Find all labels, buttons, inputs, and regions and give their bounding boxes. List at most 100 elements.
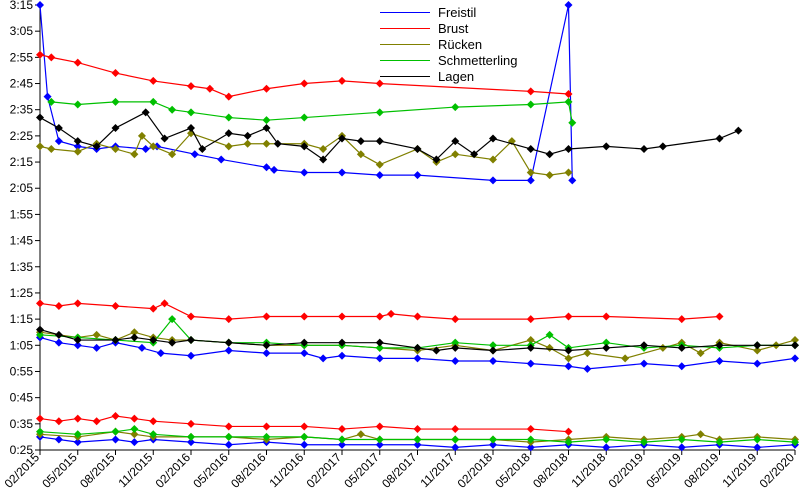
series-marker bbox=[187, 313, 195, 321]
series-marker bbox=[112, 98, 120, 106]
series-marker bbox=[130, 150, 138, 158]
series-marker bbox=[187, 352, 195, 360]
series-marker bbox=[338, 77, 346, 85]
series-marker bbox=[263, 163, 271, 171]
legend: FreistilBrustRückenSchmetterlingLagen bbox=[380, 4, 517, 84]
series-marker bbox=[187, 433, 195, 441]
series-marker bbox=[263, 124, 271, 132]
series-marker bbox=[565, 169, 573, 177]
series-marker bbox=[527, 100, 535, 108]
series-marker bbox=[489, 347, 497, 355]
series-marker bbox=[149, 98, 157, 106]
x-tick-label: 05/2018 bbox=[492, 450, 533, 491]
series-marker bbox=[138, 344, 146, 352]
y-tick-label: 2:15 bbox=[10, 155, 34, 169]
legend-item: Schmetterling bbox=[380, 52, 517, 68]
series-marker bbox=[640, 145, 648, 153]
series-marker bbox=[300, 433, 308, 441]
series-marker bbox=[414, 145, 422, 153]
series-marker bbox=[300, 169, 308, 177]
series-marker bbox=[300, 114, 308, 122]
series-marker bbox=[387, 310, 395, 318]
series-marker bbox=[527, 360, 535, 368]
series-marker bbox=[36, 299, 44, 307]
x-tick-label: 08/2016 bbox=[228, 450, 269, 491]
series-marker bbox=[274, 140, 282, 148]
series-marker bbox=[489, 357, 497, 365]
series-marker bbox=[565, 90, 573, 98]
series-marker bbox=[376, 339, 384, 347]
series-marker bbox=[263, 349, 271, 357]
series-marker bbox=[157, 349, 165, 357]
series-marker bbox=[697, 430, 705, 438]
legend-label: Rücken bbox=[438, 37, 482, 52]
series-marker bbox=[716, 135, 724, 143]
series-marker bbox=[263, 313, 271, 321]
series-marker bbox=[300, 313, 308, 321]
series-marker bbox=[36, 142, 44, 150]
series-marker bbox=[74, 137, 82, 145]
x-tick-label: 05/2017 bbox=[341, 450, 382, 491]
x-tick-label: 11/2019 bbox=[719, 450, 759, 490]
series-marker bbox=[414, 171, 422, 179]
series-marker bbox=[376, 161, 384, 169]
series-marker bbox=[791, 354, 799, 362]
series-marker bbox=[300, 80, 308, 88]
y-tick-label: 2:45 bbox=[10, 77, 34, 91]
series-marker bbox=[149, 77, 157, 85]
series-marker bbox=[357, 430, 365, 438]
series-marker bbox=[225, 347, 233, 355]
x-tick-label: 08/2018 bbox=[530, 450, 571, 491]
series-marker bbox=[130, 438, 138, 446]
legend-label: Brust bbox=[438, 21, 468, 36]
series-marker bbox=[112, 69, 120, 77]
series-marker bbox=[734, 127, 742, 135]
legend-label: Schmetterling bbox=[438, 53, 517, 68]
series-marker bbox=[659, 344, 667, 352]
series-marker bbox=[74, 148, 82, 156]
series-marker bbox=[74, 415, 82, 423]
x-tick-label: 11/2015 bbox=[115, 450, 155, 490]
series-marker bbox=[187, 124, 195, 132]
series-marker bbox=[263, 85, 271, 93]
y-tick-label: 2:25 bbox=[10, 129, 34, 143]
series-marker bbox=[527, 145, 535, 153]
series-marker bbox=[414, 313, 422, 321]
series-marker bbox=[217, 155, 225, 163]
series-marker bbox=[263, 422, 271, 430]
series-marker bbox=[55, 137, 63, 145]
series-marker bbox=[338, 352, 346, 360]
series-marker bbox=[300, 441, 308, 449]
series-marker bbox=[376, 108, 384, 116]
series-marker bbox=[414, 436, 422, 444]
series-marker bbox=[546, 150, 554, 158]
series-marker bbox=[583, 365, 591, 373]
x-tick-label: 11/2018 bbox=[568, 450, 608, 490]
series-marker bbox=[565, 428, 573, 436]
series-marker bbox=[55, 302, 63, 310]
legend-color-line bbox=[380, 44, 430, 45]
series-marker bbox=[47, 53, 55, 61]
series-marker bbox=[659, 142, 667, 150]
x-tick-label: 05/2019 bbox=[643, 450, 684, 491]
series-marker bbox=[451, 150, 459, 158]
series-marker bbox=[602, 142, 610, 150]
x-tick-label: 08/2019 bbox=[681, 450, 722, 491]
series-marker bbox=[621, 354, 629, 362]
series-marker bbox=[451, 436, 459, 444]
series-marker bbox=[55, 339, 63, 347]
series-marker bbox=[489, 436, 497, 444]
series-marker bbox=[187, 82, 195, 90]
y-tick-label: 3:05 bbox=[10, 24, 34, 38]
legend-color-line bbox=[380, 76, 430, 77]
series-marker bbox=[319, 354, 327, 362]
series-marker bbox=[376, 422, 384, 430]
series-marker bbox=[112, 302, 120, 310]
series-marker bbox=[319, 145, 327, 153]
series-marker bbox=[376, 436, 384, 444]
series-marker bbox=[244, 140, 252, 148]
series-marker bbox=[36, 114, 44, 122]
legend-item: Rücken bbox=[380, 36, 517, 52]
series-marker bbox=[376, 171, 384, 179]
x-tick-label: 11/2017 bbox=[417, 450, 457, 490]
